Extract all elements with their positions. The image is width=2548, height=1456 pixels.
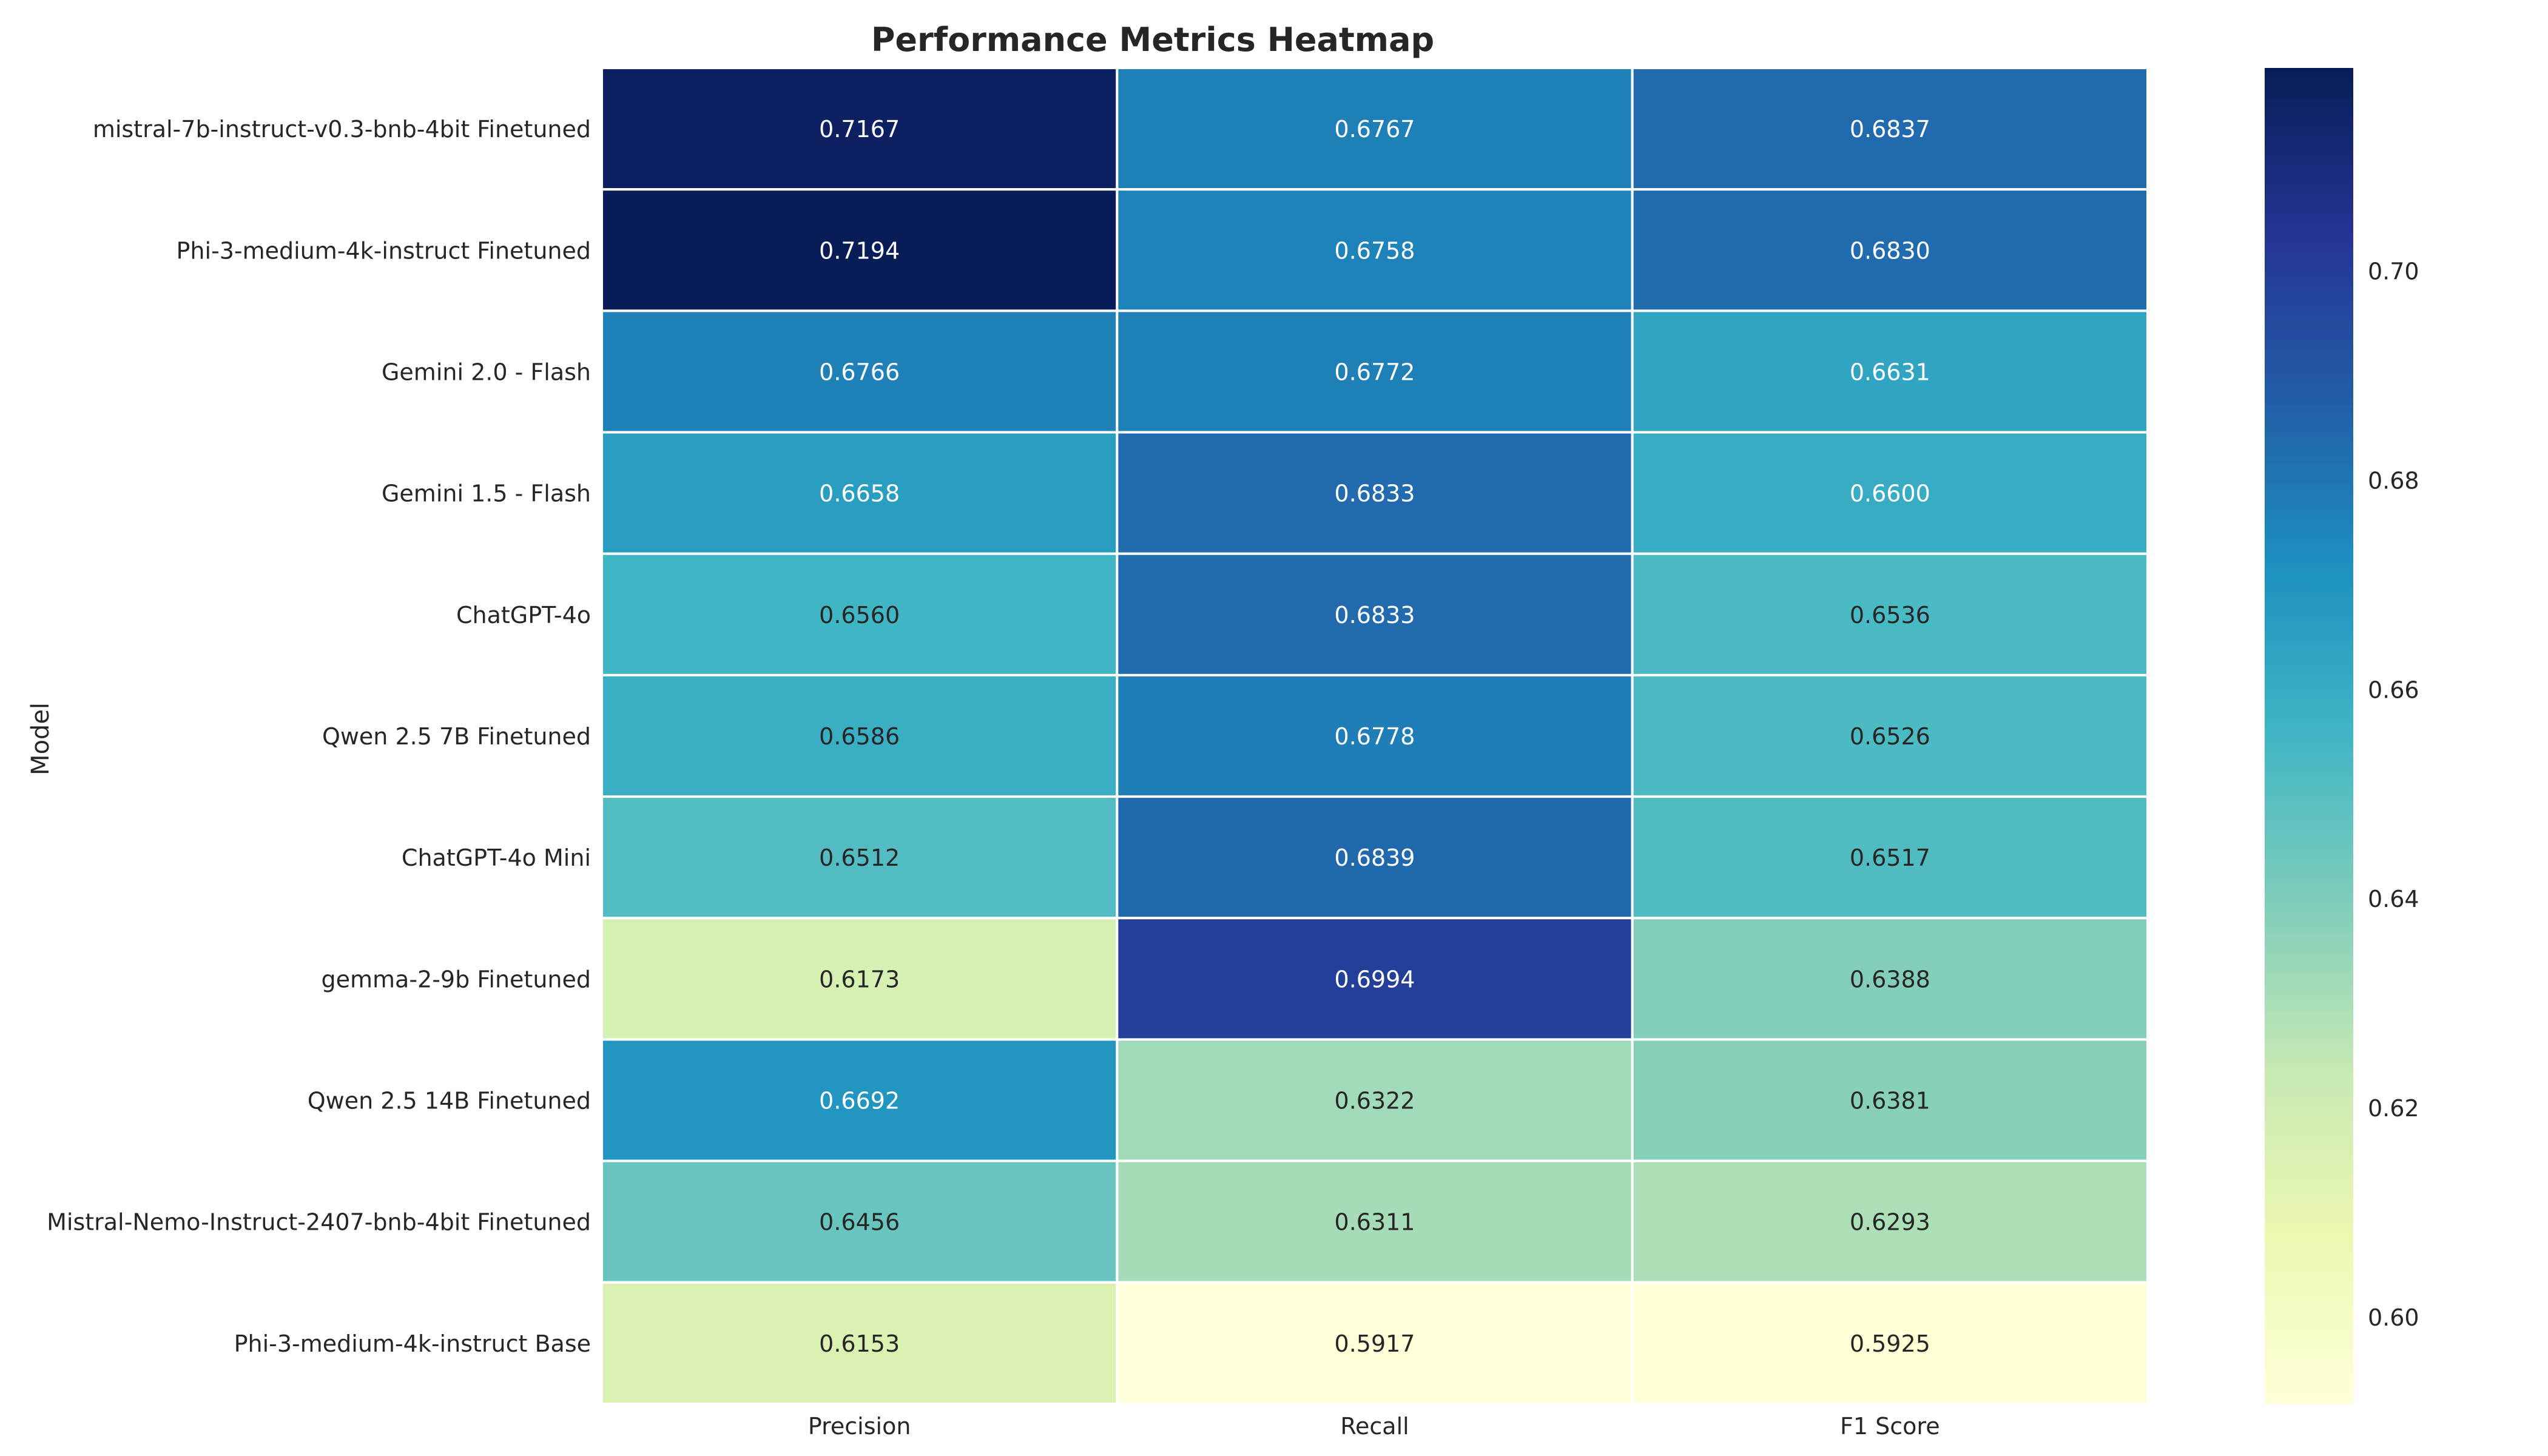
colorbar-tick-label: 0.68 (2368, 467, 2419, 494)
heatmap-cell (601, 1281, 1119, 1405)
column-tick-label: Precision (808, 1413, 911, 1440)
row-labels: mistral-7b-instruct-v0.3-bnb-4bit Finetu… (47, 116, 591, 1357)
row-tick-label: Gemini 2.0 - Flash (382, 359, 591, 385)
colorbar-tick-label: 0.70 (2368, 258, 2419, 285)
cell-value-label: 0.5917 (1335, 1330, 1415, 1357)
heatmap-cell-labels: 0.7167 0.6767 0.6837 0.7194 0.6758 0.6830 0.67… (819, 116, 1930, 1357)
chart-title: Performance Metrics Heatmap (871, 21, 1434, 59)
heatmap-cell (1116, 67, 1634, 191)
heatmap-cell (1631, 188, 2149, 312)
heatmap-cell (601, 795, 1119, 920)
row-tick-label: ChatGPT-4o Mini (402, 844, 591, 871)
heatmap-cell (1116, 188, 1634, 312)
cell-value-label: 0.6766 (819, 359, 900, 385)
cell-value-label: 0.7194 (819, 237, 900, 264)
cell-value-label: 0.6994 (1335, 966, 1415, 993)
column-tick-label: F1 Score (1840, 1413, 1940, 1440)
cell-value-label: 0.6772 (1335, 359, 1415, 385)
heatmap-cell (601, 1159, 1119, 1284)
row-tick-label: Gemini 1.5 - Flash (382, 480, 591, 507)
row-tick-label: gemma-2-9b Finetuned (322, 966, 591, 993)
heatmap-cells (601, 67, 2149, 1405)
colorbar-tick-label: 0.62 (2368, 1095, 2419, 1122)
cell-value-label: 0.6173 (819, 966, 900, 993)
heatmap-cell (1631, 552, 2149, 676)
colorbar-tick-label: 0.66 (2368, 676, 2419, 703)
heatmap-cell (601, 431, 1119, 555)
heatmap-cell (1116, 552, 1634, 676)
heatmap-cell (601, 67, 1119, 191)
cell-value-label: 0.6600 (1850, 480, 1930, 507)
heatmap-cell (1631, 673, 2149, 798)
row-tick-label: ChatGPT-4o (456, 602, 591, 629)
cell-value-label: 0.6388 (1850, 966, 1930, 993)
row-tick-label: Phi-3-medium-4k-instruct Base (234, 1330, 591, 1357)
cell-value-label: 0.6758 (1335, 237, 1415, 264)
row-tick-label: mistral-7b-instruct-v0.3-bnb-4bit Finetu… (93, 116, 591, 143)
heatmap-cell (601, 673, 1119, 798)
cell-value-label: 0.6517 (1850, 844, 1930, 871)
colorbar-ticks: 0.60 0.62 0.64 0.66 0.68 0.70 (2368, 258, 2419, 1331)
cell-value-label: 0.6692 (819, 1088, 900, 1114)
cell-value-label: 0.6512 (819, 844, 900, 871)
heatmap-cell (1116, 917, 1634, 1041)
heatmap-cell (601, 1038, 1119, 1162)
cell-value-label: 0.6536 (1850, 602, 1930, 629)
cell-value-label: 0.6658 (819, 480, 900, 507)
heatmap-cell (1116, 673, 1634, 798)
heatmap-cell (601, 188, 1119, 312)
cell-value-label: 0.6311 (1335, 1209, 1415, 1236)
cell-value-label: 0.6833 (1335, 480, 1415, 507)
heatmap-cell (1631, 431, 2149, 555)
colorbar-tick-label: 0.64 (2368, 886, 2419, 912)
heatmap-cell (1631, 1038, 2149, 1162)
column-tick-label: Recall (1340, 1413, 1409, 1440)
cell-value-label: 0.6778 (1335, 723, 1415, 750)
cell-value-label: 0.6560 (819, 602, 900, 629)
row-tick-label: Qwen 2.5 14B Finetuned (308, 1088, 591, 1114)
colorbar (2265, 68, 2353, 1404)
y-axis-label: Model (27, 703, 55, 775)
heatmap-cell (601, 552, 1119, 676)
heatmap-cell (1116, 795, 1634, 920)
colorbar-tick-label: 0.60 (2368, 1304, 2419, 1331)
cell-value-label: 0.6833 (1335, 602, 1415, 629)
cell-value-label: 0.6631 (1850, 359, 1930, 385)
cell-value-label: 0.6322 (1335, 1088, 1415, 1114)
cell-value-label: 0.6526 (1850, 723, 1930, 750)
heatmap-cell (601, 917, 1119, 1041)
heatmap-cell (1116, 309, 1634, 434)
cell-value-label: 0.6830 (1850, 237, 1930, 264)
cell-value-label: 0.6767 (1335, 116, 1415, 143)
cell-value-label: 0.6381 (1850, 1088, 1930, 1114)
heatmap-cell (1631, 67, 2149, 191)
heatmap-cell (1631, 1281, 2149, 1405)
row-tick-label: Mistral-Nemo-Instruct-2407-bnb-4bit Fine… (47, 1209, 591, 1236)
row-tick-label: Qwen 2.5 7B Finetuned (322, 723, 591, 750)
row-tick-label: Phi-3-medium-4k-instruct Finetuned (176, 237, 591, 264)
heatmap-cell (1631, 1159, 2149, 1284)
heatmap-cell (1116, 1159, 1634, 1284)
cell-value-label: 0.6456 (819, 1209, 900, 1236)
cell-value-label: 0.6837 (1850, 116, 1930, 143)
cell-value-label: 0.6293 (1850, 1209, 1930, 1236)
cell-value-label: 0.6586 (819, 723, 900, 750)
heatmap-cell (1631, 795, 2149, 920)
cell-value-label: 0.5925 (1850, 1330, 1930, 1357)
column-labels: Precision Recall F1 Score (808, 1413, 1940, 1440)
cell-value-label: 0.6153 (819, 1330, 900, 1357)
cell-value-label: 0.6839 (1335, 844, 1415, 871)
cell-value-label: 0.7167 (819, 116, 900, 143)
heatmap-cell (1631, 917, 2149, 1041)
